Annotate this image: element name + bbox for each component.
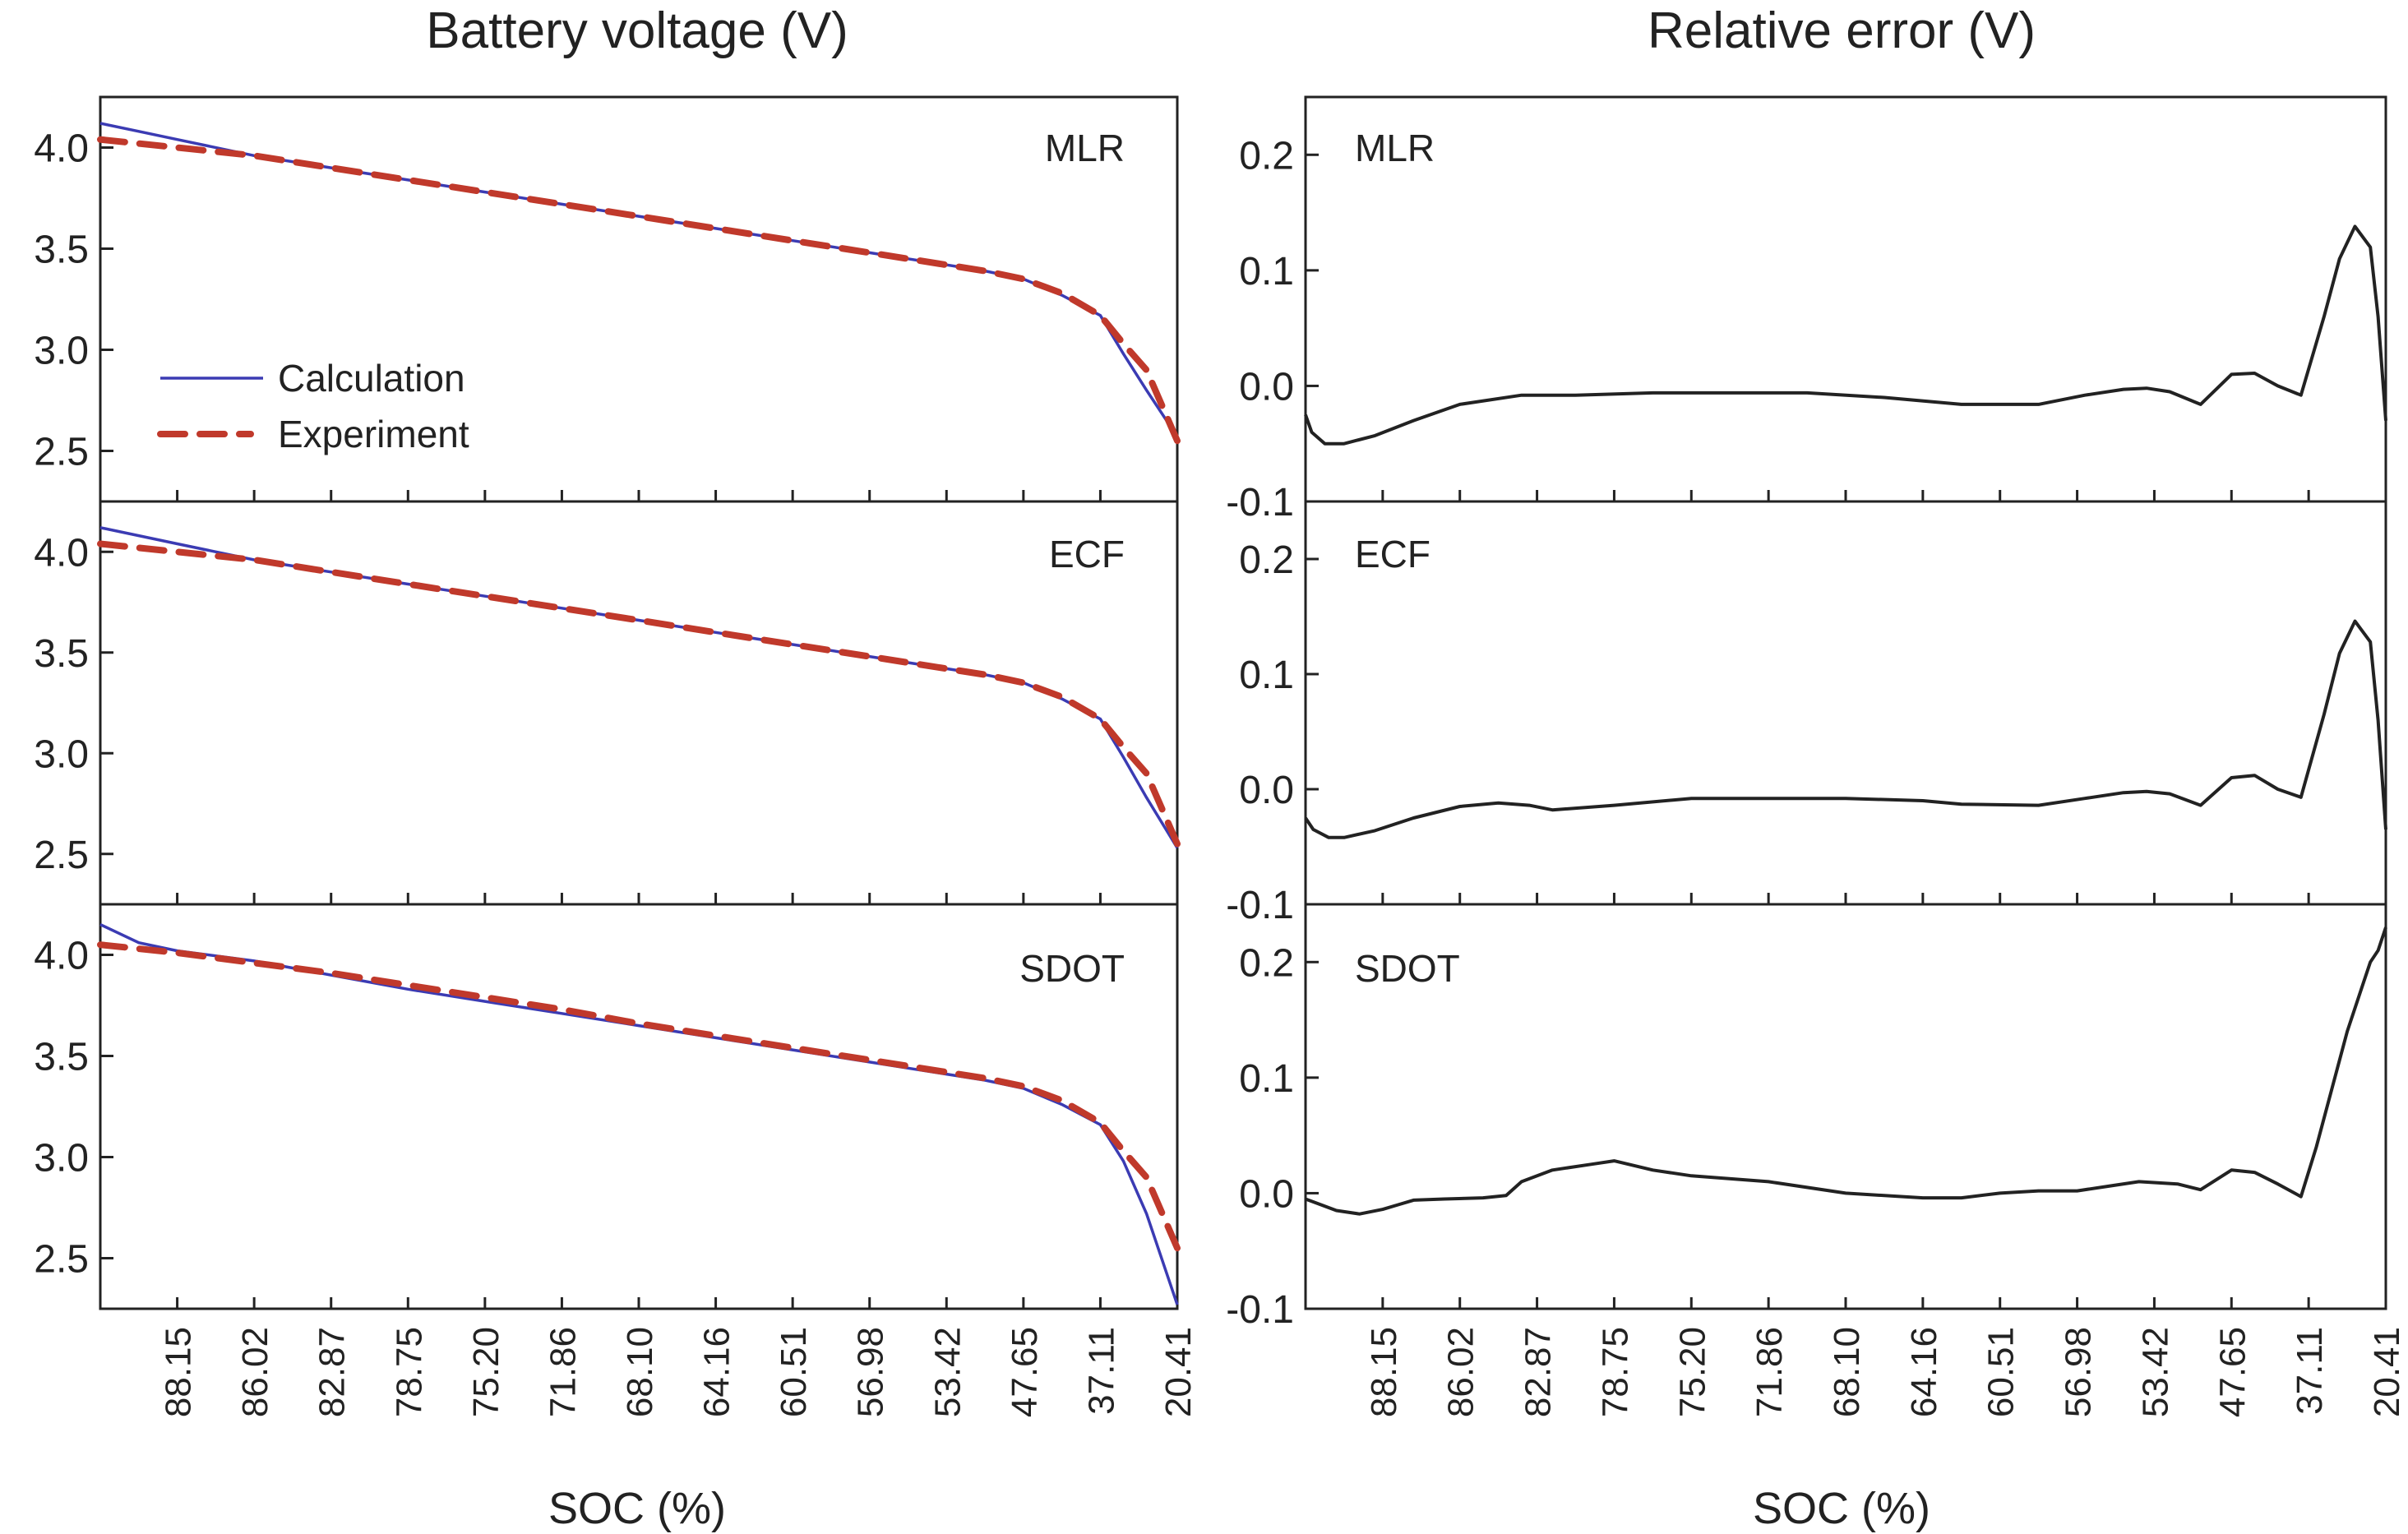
- y-tick-label: 3.5: [34, 229, 89, 272]
- x-tick-label: 47.65: [2212, 1327, 2253, 1417]
- battery-voltage-column: 2.5 3.0 3.5 4.0 MLR Calculation Experiment 2.5 3…: [34, 95, 1199, 1417]
- x-tick-label: 64.16: [1904, 1327, 1944, 1417]
- y-tick-label: 3.5: [34, 632, 89, 676]
- relative-error-column: -0.1 0.0 0.1 0.2 MLR -0.1 0.0 0.1 0.2 ECF -0.1 0.0 0…: [1226, 95, 2407, 1417]
- y-tick-label: 0.2: [1239, 134, 1294, 178]
- x-tick-label: 60.51: [1981, 1327, 2022, 1417]
- y-tick-label: 4.0: [34, 127, 89, 171]
- y-tick-label: 0.1: [1239, 654, 1294, 697]
- panel-mlr: 2.5 3.0 3.5 4.0 MLR Calculation Experiment: [34, 95, 1181, 503]
- legend-label: Experiment: [278, 413, 469, 455]
- panel-sdot: -0.1 0.0 0.1 0.2 SDOT: [1226, 903, 2387, 1332]
- x-tick-label: 71.86: [1749, 1327, 1790, 1417]
- x-tick-label: 71.86: [543, 1327, 583, 1417]
- series-relative-error: [1305, 926, 2387, 1216]
- x-tick-label: 60.51: [774, 1327, 814, 1417]
- x-tick-label: 86.02: [235, 1327, 275, 1417]
- series-experiment: [97, 941, 1181, 1252]
- y-tick-label: 0.1: [1239, 250, 1294, 293]
- right-column-title: Relative error (V): [1648, 2, 2036, 59]
- x-tick-label: 75.20: [1672, 1327, 1712, 1417]
- panel-frame: [1304, 903, 2387, 1310]
- x-tick-label: 53.42: [2135, 1327, 2175, 1417]
- x-tick-label: 20.41: [1158, 1327, 1199, 1417]
- y-tick-label: 0.0: [1239, 769, 1294, 812]
- x-tick-label: 20.41: [2367, 1327, 2407, 1417]
- y-tick-label: -0.1: [1226, 481, 1294, 524]
- y-tick-label: -0.1: [1226, 1288, 1294, 1332]
- series-calculation: [99, 526, 1179, 849]
- panel-label: SDOT: [1019, 947, 1125, 990]
- y-tick-label: 3.0: [34, 1137, 89, 1181]
- x-tick-label: 82.87: [1518, 1327, 1559, 1417]
- left-x-axis-title: SOC (%): [548, 1484, 726, 1533]
- panel-frame: [1304, 95, 2387, 503]
- x-tick-label: 78.75: [1595, 1327, 1635, 1417]
- x-tick-label: 37.11: [2290, 1327, 2330, 1415]
- x-tick-label: 53.42: [927, 1327, 968, 1417]
- x-tick-label: 78.75: [389, 1327, 429, 1417]
- x-tick-label: 64.16: [697, 1327, 737, 1417]
- x-tick-label: 86.02: [1441, 1327, 1481, 1417]
- panel-label: MLR: [1045, 127, 1125, 169]
- panel-mlr: -0.1 0.0 0.1 0.2 MLR: [1226, 95, 2387, 524]
- panel-ecf: 2.5 3.0 3.5 4.0 ECF: [34, 500, 1181, 906]
- legend: Calculation Experiment: [157, 357, 469, 455]
- panel-sdot: 2.5 3.0 3.5 4.0 SDOT: [34, 903, 1181, 1310]
- x-tick-label: 68.10: [620, 1327, 660, 1417]
- panel-label: ECF: [1355, 533, 1430, 575]
- y-tick-label: 0.0: [1239, 365, 1294, 409]
- y-tick-label: 2.5: [34, 834, 89, 877]
- x-tick-label: 56.98: [851, 1327, 891, 1417]
- y-tick-label: 2.5: [34, 1238, 89, 1282]
- series-experiment: [97, 540, 1181, 848]
- y-tick-label: 3.0: [34, 732, 89, 776]
- y-tick-label: 0.2: [1239, 538, 1294, 582]
- x-tick-label: 68.10: [1827, 1327, 1867, 1417]
- x-tick-label: 88.15: [1364, 1327, 1404, 1417]
- series-experiment: [97, 136, 1181, 445]
- right-x-axis-title: SOC (%): [1753, 1484, 1930, 1533]
- y-tick-label: 3.0: [34, 330, 89, 373]
- series-relative-error: [1304, 224, 2387, 446]
- series-relative-error: [1304, 619, 2387, 839]
- x-tick-label: 82.87: [312, 1327, 353, 1417]
- y-tick-label: 0.2: [1239, 941, 1294, 985]
- legend-label: Calculation: [278, 357, 465, 400]
- y-tick-label: 3.5: [34, 1036, 89, 1079]
- y-tick-label: 0.0: [1239, 1172, 1294, 1216]
- panel-label: SDOT: [1355, 947, 1460, 990]
- panel-label: MLR: [1355, 127, 1435, 169]
- y-tick-label: 4.0: [34, 935, 89, 978]
- panel-ecf: -0.1 0.0 0.1 0.2 ECF: [1226, 500, 2387, 927]
- y-tick-label: -0.1: [1226, 884, 1294, 927]
- y-tick-label: 0.1: [1239, 1057, 1294, 1101]
- x-tick-label: 56.98: [2059, 1327, 2099, 1417]
- y-tick-label: 4.0: [34, 531, 89, 575]
- x-tick-label: 37.11: [1081, 1327, 1121, 1415]
- x-tick-label: 75.20: [466, 1327, 506, 1417]
- x-tick-label: 47.65: [1005, 1327, 1045, 1417]
- series-calculation: [99, 923, 1179, 1305]
- left-column-title: Battery voltage (V): [426, 2, 848, 59]
- panel-label: ECF: [1049, 533, 1125, 575]
- panel-frame: [1304, 500, 2387, 906]
- y-tick-label: 2.5: [34, 431, 89, 474]
- x-tick-label: 88.15: [159, 1327, 199, 1417]
